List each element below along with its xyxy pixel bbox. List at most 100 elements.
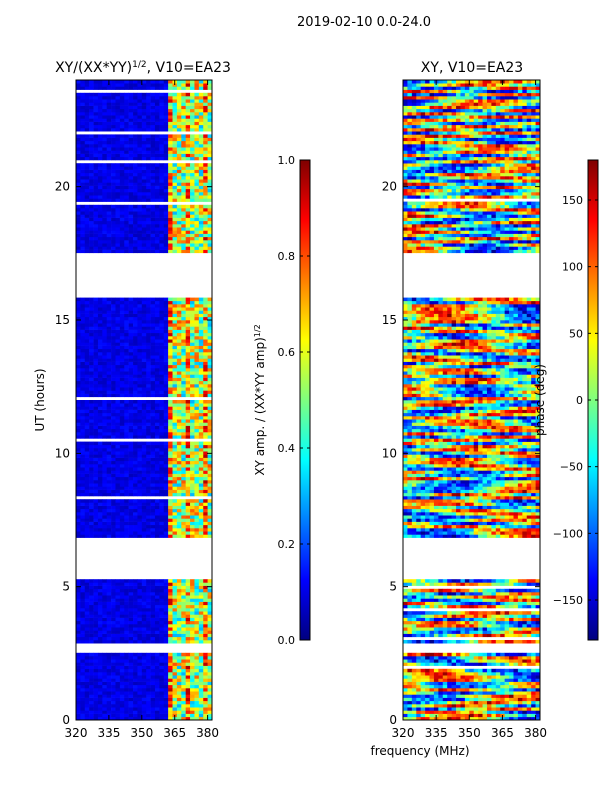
left-heatmap-cell bbox=[181, 483, 186, 487]
left-heatmap-cell bbox=[84, 678, 90, 682]
left-heatmap-cell bbox=[93, 688, 99, 692]
left-heatmap-cell bbox=[176, 460, 182, 465]
left-heatmap-cell bbox=[150, 483, 156, 487]
left-heatmap-cell bbox=[119, 483, 125, 487]
left-heatmap-cell bbox=[128, 140, 134, 145]
left-heatmap-cell bbox=[115, 115, 121, 119]
left-heatmap-cell bbox=[111, 144, 116, 148]
left-heatmap-cell bbox=[168, 412, 173, 417]
left-heatmap-cell bbox=[76, 108, 81, 113]
left-heatmap-cell bbox=[159, 432, 165, 436]
left-heatmap-cell bbox=[80, 633, 86, 638]
left-heatmap-cell bbox=[146, 617, 151, 622]
left-heatmap-cell bbox=[97, 441, 103, 446]
left-heatmap-cell bbox=[106, 531, 112, 535]
left-heatmap-cell bbox=[106, 697, 112, 702]
left-heatmap-cell bbox=[185, 374, 191, 378]
left-heatmap-cell bbox=[190, 211, 195, 215]
left-heatmap-cell bbox=[80, 400, 86, 404]
left-heatmap-cell bbox=[163, 169, 169, 174]
left-heatmap-cell bbox=[176, 316, 182, 321]
left-heatmap-cell bbox=[198, 534, 204, 538]
left-heatmap-cell bbox=[76, 112, 81, 116]
left-heatmap-cell bbox=[163, 249, 169, 254]
left-heatmap-cell bbox=[190, 691, 195, 695]
left-heatmap-cell bbox=[128, 492, 134, 497]
left-heatmap-cell bbox=[163, 633, 169, 638]
left-heatmap-cell bbox=[159, 416, 165, 420]
left-heatmap-cell bbox=[115, 169, 121, 174]
left-heatmap-cell bbox=[163, 713, 169, 718]
left-heatmap-cell bbox=[172, 662, 178, 666]
left-heatmap-cell bbox=[128, 464, 134, 468]
right-panel-title: XY, V10=EA23 bbox=[421, 60, 523, 76]
left-heatmap-cell bbox=[181, 502, 186, 506]
left-heatmap-cell bbox=[168, 585, 173, 590]
left-heatmap-cell bbox=[172, 531, 178, 535]
left-heatmap-cell bbox=[185, 387, 191, 391]
left-heatmap-cell bbox=[146, 672, 151, 676]
left-heatmap-cell bbox=[154, 406, 160, 410]
left-heatmap-cell bbox=[194, 220, 200, 225]
left-heatmap-cell bbox=[111, 387, 116, 391]
left-heatmap-cell bbox=[194, 716, 200, 720]
left-heatmap-cell bbox=[181, 630, 186, 634]
left-heatmap-cell bbox=[115, 140, 121, 145]
left-heatmap-cell bbox=[111, 179, 116, 183]
left-heatmap-cell bbox=[159, 691, 165, 695]
left-heatmap-cell bbox=[76, 518, 81, 522]
left-heatmap-cell bbox=[80, 508, 86, 513]
left-heatmap-cell bbox=[119, 620, 125, 625]
left-heatmap-cell bbox=[80, 704, 86, 708]
left-heatmap-cell bbox=[150, 678, 156, 682]
left-heatmap-cell bbox=[76, 217, 81, 222]
left-heatmap-cell bbox=[89, 246, 94, 250]
left-heatmap-cell bbox=[176, 300, 182, 305]
left-heatmap-cell bbox=[154, 499, 160, 503]
left-heatmap-cell bbox=[84, 371, 90, 375]
left-heatmap-cell bbox=[124, 384, 129, 388]
left-heatmap-cell bbox=[115, 188, 121, 193]
left-heatmap-cell bbox=[111, 492, 116, 497]
left-heatmap-cell bbox=[172, 688, 178, 692]
left-heatmap-cell bbox=[106, 710, 112, 714]
left-heatmap-cell bbox=[137, 329, 143, 334]
left-heatmap-cell bbox=[133, 521, 138, 526]
left-heatmap-cell bbox=[198, 214, 204, 218]
left-heatmap-cell bbox=[102, 624, 108, 628]
left-heatmap-cell bbox=[163, 617, 169, 622]
left-heatmap-cell bbox=[106, 582, 112, 586]
left-heatmap-cell bbox=[84, 480, 90, 484]
left-heatmap-cell bbox=[159, 336, 165, 340]
left-heatmap-cell bbox=[194, 297, 200, 302]
left-heatmap-cell bbox=[194, 524, 200, 529]
left-heatmap-cell bbox=[119, 579, 125, 583]
left-heatmap-cell bbox=[154, 534, 160, 538]
left-heatmap-cell bbox=[172, 169, 178, 174]
left-heatmap-cell bbox=[141, 691, 147, 695]
left-heatmap-cell bbox=[185, 144, 191, 148]
left-heatmap-cell bbox=[150, 368, 156, 372]
left-heatmap-cell bbox=[185, 470, 191, 474]
left-heatmap-cell bbox=[84, 636, 90, 641]
left-heatmap-cell bbox=[133, 92, 138, 97]
left-heatmap-cell bbox=[181, 246, 186, 250]
left-heatmap-cell bbox=[115, 608, 121, 612]
left-heatmap-cell bbox=[154, 419, 160, 423]
left-heatmap-cell bbox=[181, 688, 186, 692]
left-heatmap-cell bbox=[190, 140, 195, 145]
left-heatmap-cell bbox=[154, 323, 160, 327]
left-heatmap-cell bbox=[163, 620, 169, 625]
left-heatmap-cell bbox=[80, 694, 86, 698]
left-heatmap-cell bbox=[124, 364, 129, 369]
left-heatmap-cell bbox=[80, 118, 86, 122]
left-heatmap-cell bbox=[194, 675, 200, 679]
left-heatmap-cell bbox=[102, 432, 108, 436]
left-heatmap-cell bbox=[93, 179, 99, 183]
left-heatmap-cell bbox=[124, 636, 129, 641]
left-heatmap-cell bbox=[181, 182, 186, 186]
left-heatmap-cell bbox=[106, 336, 112, 340]
left-heatmap-cell bbox=[89, 371, 94, 375]
left-heatmap-cell bbox=[190, 636, 195, 641]
left-heatmap-cell bbox=[181, 320, 186, 324]
